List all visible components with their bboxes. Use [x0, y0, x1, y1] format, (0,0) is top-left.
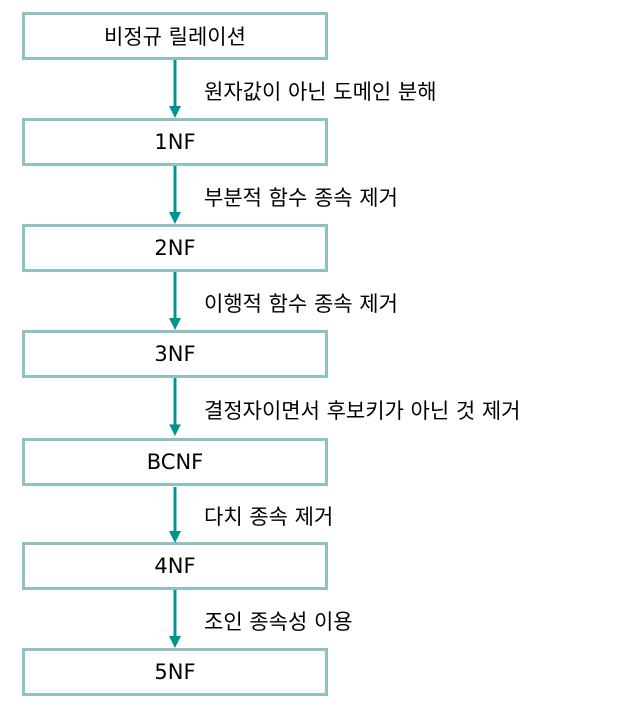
- down-arrow-icon: [169, 60, 181, 118]
- transition-label: 부분적 함수 종속 제거: [204, 186, 398, 210]
- down-arrow-icon: [169, 487, 181, 543]
- step-label: 1NF: [154, 130, 196, 154]
- transition-label: 결정자이면서 후보키가 아닌 것 제거: [204, 399, 521, 423]
- down-arrow-icon: [169, 166, 181, 224]
- transition-label: 원자값이 아닌 도메인 분해: [204, 80, 437, 104]
- step-label: 2NF: [154, 236, 196, 260]
- step-box-unnormalized: 비정규 릴레이션: [22, 12, 328, 60]
- step-box-3nf: 3NF: [22, 330, 328, 378]
- step-label: 3NF: [154, 342, 196, 366]
- step-box-bcnf: BCNF: [22, 438, 328, 486]
- transition-label: 조인 종속성 이용: [204, 610, 353, 634]
- step-box-4nf: 4NF: [22, 542, 328, 590]
- step-label: 5NF: [154, 660, 196, 684]
- down-arrow-icon: [169, 590, 181, 648]
- step-label: 비정규 릴레이션: [104, 25, 246, 49]
- step-label: 4NF: [154, 554, 196, 578]
- down-arrow-icon: [169, 272, 181, 330]
- step-box-2nf: 2NF: [22, 224, 328, 272]
- down-arrow-icon: [169, 378, 181, 436]
- step-box-1nf: 1NF: [22, 118, 328, 166]
- step-label: BCNF: [146, 450, 204, 474]
- transition-label: 이행적 함수 종속 제거: [204, 292, 398, 316]
- step-box-5nf: 5NF: [22, 648, 328, 696]
- transition-label: 다치 종속 제거: [204, 505, 334, 529]
